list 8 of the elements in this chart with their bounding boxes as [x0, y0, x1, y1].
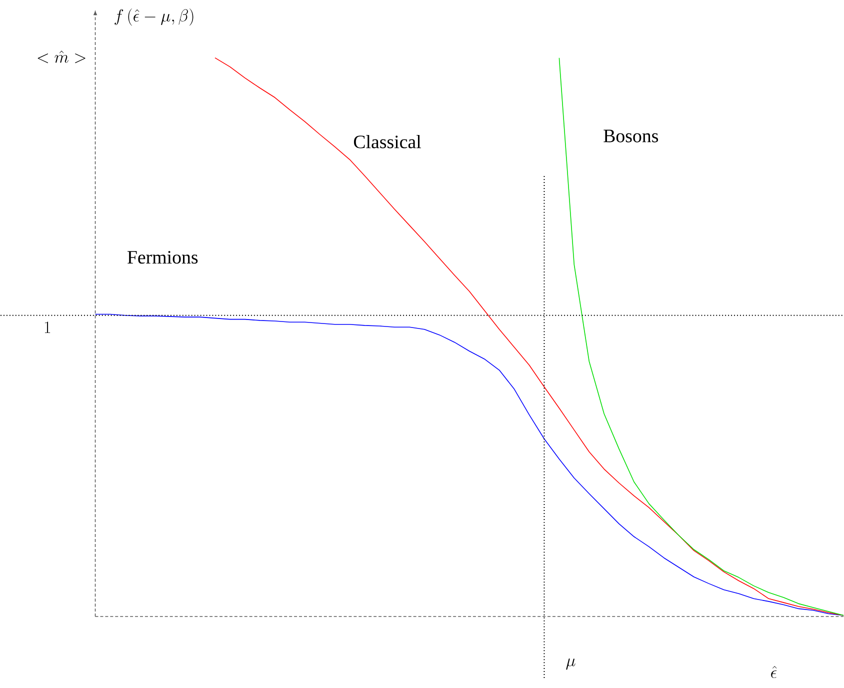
chart-title: $f\,(\hat{\epsilon}-\mu,\beta)$ [114, 8, 194, 26]
text: Bosons [604, 130, 658, 142]
text: $\mu$ [566, 658, 576, 670]
x-axis-title: $\hat{\epsilon}$ [771, 666, 777, 678]
text: Fermions [127, 250, 198, 264]
series-label: Classical [354, 134, 421, 148]
ref-line-label: $1$ [44, 321, 50, 333]
y-axis-title: $<\hat{m}>$ [38, 50, 86, 63]
